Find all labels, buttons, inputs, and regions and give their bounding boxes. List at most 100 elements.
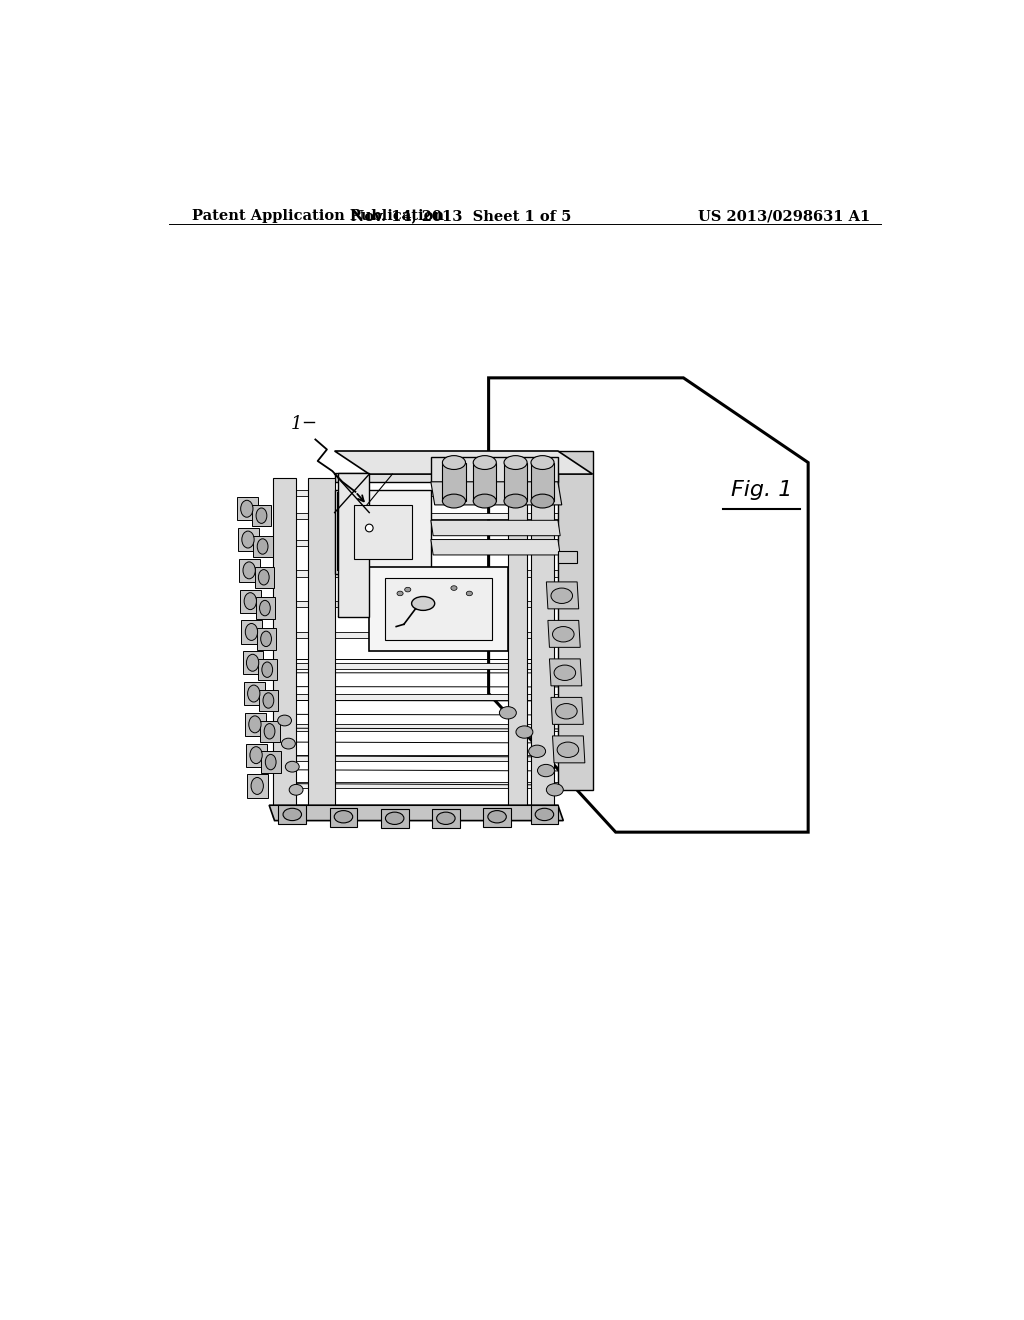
Ellipse shape: [265, 755, 276, 770]
Ellipse shape: [256, 508, 267, 524]
Text: Nov. 14, 2013  Sheet 1 of 5: Nov. 14, 2013 Sheet 1 of 5: [351, 209, 571, 223]
Polygon shape: [354, 506, 412, 558]
Ellipse shape: [259, 601, 270, 616]
Polygon shape: [253, 536, 272, 557]
Ellipse shape: [516, 726, 532, 738]
Polygon shape: [257, 628, 276, 649]
Polygon shape: [285, 781, 569, 788]
Ellipse shape: [442, 494, 466, 508]
Ellipse shape: [246, 623, 258, 640]
Polygon shape: [431, 457, 558, 482]
Polygon shape: [381, 809, 409, 829]
Polygon shape: [488, 378, 808, 832]
Ellipse shape: [466, 591, 472, 595]
Ellipse shape: [557, 742, 579, 758]
Polygon shape: [432, 809, 460, 829]
Polygon shape: [548, 620, 581, 647]
Polygon shape: [483, 808, 511, 826]
Polygon shape: [385, 578, 493, 640]
Polygon shape: [276, 570, 561, 577]
Polygon shape: [282, 693, 566, 700]
Ellipse shape: [241, 500, 253, 517]
Polygon shape: [531, 478, 554, 809]
Polygon shape: [307, 478, 335, 809]
Ellipse shape: [366, 524, 373, 532]
Ellipse shape: [250, 747, 262, 763]
Ellipse shape: [283, 808, 301, 821]
Polygon shape: [261, 751, 281, 774]
Polygon shape: [558, 552, 578, 562]
Text: US 2013/0298631 A1: US 2013/0298631 A1: [697, 209, 869, 223]
Polygon shape: [275, 540, 560, 545]
Polygon shape: [335, 490, 431, 574]
Polygon shape: [283, 725, 567, 730]
Ellipse shape: [531, 494, 554, 508]
Ellipse shape: [404, 587, 411, 591]
Ellipse shape: [554, 665, 575, 681]
Polygon shape: [431, 482, 562, 506]
Polygon shape: [551, 697, 584, 725]
Text: Fig. 1: Fig. 1: [731, 479, 793, 499]
Ellipse shape: [289, 784, 303, 795]
Ellipse shape: [473, 494, 497, 508]
Polygon shape: [547, 582, 579, 609]
Polygon shape: [553, 737, 585, 763]
Ellipse shape: [553, 627, 574, 642]
Polygon shape: [431, 540, 560, 554]
Polygon shape: [252, 506, 271, 527]
Ellipse shape: [263, 693, 273, 708]
Polygon shape: [431, 520, 560, 536]
Polygon shape: [244, 682, 264, 705]
Polygon shape: [335, 451, 593, 474]
Ellipse shape: [251, 777, 263, 795]
Polygon shape: [531, 462, 554, 502]
Ellipse shape: [504, 455, 527, 470]
Ellipse shape: [334, 810, 352, 822]
Polygon shape: [260, 721, 280, 742]
Ellipse shape: [242, 531, 254, 548]
Text: 1: 1: [291, 414, 302, 433]
Ellipse shape: [547, 784, 563, 796]
Polygon shape: [284, 755, 568, 762]
Ellipse shape: [244, 593, 256, 610]
Polygon shape: [280, 663, 565, 669]
Ellipse shape: [397, 591, 403, 595]
Polygon shape: [273, 805, 531, 817]
Polygon shape: [279, 805, 306, 825]
Polygon shape: [258, 659, 278, 681]
Polygon shape: [339, 473, 370, 616]
Polygon shape: [243, 651, 263, 675]
Polygon shape: [242, 620, 262, 644]
Polygon shape: [473, 462, 497, 502]
Ellipse shape: [487, 810, 506, 822]
Ellipse shape: [551, 589, 572, 603]
Ellipse shape: [243, 562, 255, 579]
Polygon shape: [530, 805, 558, 825]
Ellipse shape: [412, 597, 435, 610]
Polygon shape: [240, 558, 260, 582]
Polygon shape: [273, 478, 296, 809]
Polygon shape: [279, 632, 563, 638]
Ellipse shape: [504, 494, 527, 508]
Ellipse shape: [531, 455, 554, 470]
Ellipse shape: [258, 570, 269, 585]
Polygon shape: [259, 689, 279, 711]
Polygon shape: [442, 462, 466, 502]
Ellipse shape: [282, 738, 295, 748]
Ellipse shape: [278, 715, 292, 726]
Polygon shape: [508, 478, 527, 809]
Polygon shape: [269, 805, 563, 821]
Polygon shape: [278, 601, 562, 607]
Polygon shape: [273, 490, 558, 496]
Polygon shape: [241, 590, 261, 612]
Ellipse shape: [451, 586, 457, 590]
Ellipse shape: [262, 663, 272, 677]
Ellipse shape: [261, 631, 271, 647]
Ellipse shape: [442, 455, 466, 470]
Polygon shape: [558, 451, 593, 789]
Ellipse shape: [247, 655, 259, 671]
Ellipse shape: [528, 744, 546, 758]
Ellipse shape: [257, 539, 268, 554]
Ellipse shape: [473, 455, 497, 470]
Polygon shape: [274, 512, 559, 519]
